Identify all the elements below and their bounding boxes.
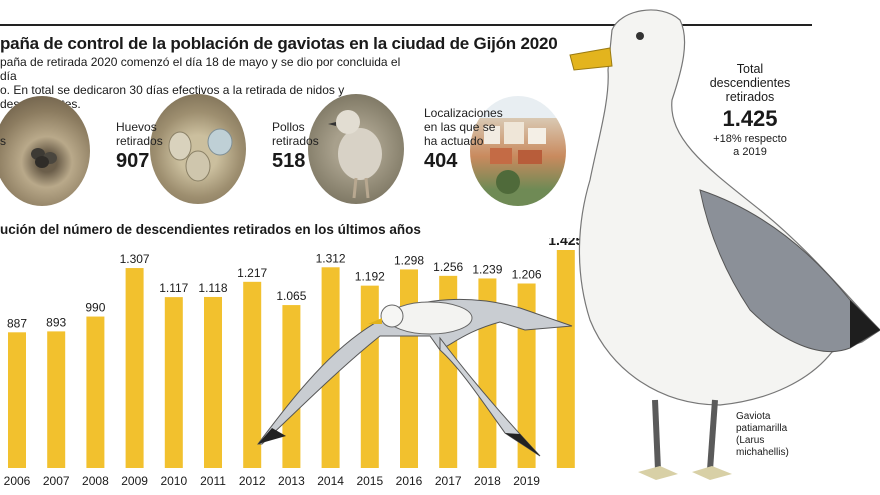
stat-chicks-label-2: retirados — [272, 134, 319, 148]
bar-2015 — [360, 285, 379, 468]
category-label: 2017 — [435, 474, 462, 488]
value-label: 1.312 — [316, 251, 346, 265]
stat-locations-value: 404 — [424, 150, 458, 172]
total-value: 1.425 — [722, 106, 778, 131]
value-label: 1.425 — [548, 238, 583, 248]
species-line-3: (Larus — [736, 435, 765, 446]
category-label: 2012 — [239, 474, 266, 488]
total-change-1: +18% respecto — [713, 133, 787, 145]
city-photo — [470, 96, 566, 206]
stat-eggs-label-1: Huevos — [116, 120, 157, 134]
stat-fragment: s — [0, 134, 6, 148]
bar-2011 — [204, 296, 222, 468]
category-label: 2019 — [513, 474, 540, 488]
chicks-photo — [308, 94, 404, 204]
category-label: 2016 — [396, 474, 423, 488]
value-label: 1.117 — [159, 281, 188, 295]
value-label: 1.118 — [198, 281, 227, 295]
stat-locations-label-2: en las que se — [424, 120, 496, 134]
category-label: 2006 — [4, 474, 31, 488]
category-label: 2009 — [121, 474, 148, 488]
chart-title: ución del número de descendientes retira… — [0, 222, 421, 237]
category-label: 2014 — [317, 474, 344, 488]
stat-chicks-value: 518 — [272, 150, 306, 172]
total-change-2: a 2019 — [733, 146, 767, 158]
species-line-2: patiamarilla — [736, 423, 788, 434]
bar-2006 — [8, 332, 26, 468]
category-label: 2007 — [43, 474, 70, 488]
stat-fragment-label: s — [0, 134, 6, 148]
stat-locations-label-3: ha actuado — [424, 134, 484, 148]
bar-2016 — [400, 269, 418, 468]
stat-eggs-value: 907 — [116, 150, 150, 172]
stat-locations-label-1: Localizaciones — [424, 106, 503, 120]
value-label: 1.217 — [237, 266, 267, 280]
total-label-1: Total — [736, 62, 764, 76]
bar-2010 — [164, 297, 183, 468]
bar-2012 — [243, 281, 262, 468]
eggs-photo — [150, 94, 246, 204]
category-label: 2011 — [200, 474, 226, 488]
value-label: 893 — [46, 315, 66, 329]
intro-line-1: paña de retirada 2020 comenzó el día 18 … — [0, 55, 401, 83]
flying-gull-illustration — [256, 298, 573, 457]
category-label: 2013 — [278, 474, 305, 488]
stat-locations: Localizaciones en las que se ha actuado … — [424, 106, 503, 172]
page-title: paña de control de la población de gavio… — [0, 34, 558, 53]
value-label: 1.206 — [512, 268, 542, 282]
category-label: 2010 — [160, 474, 187, 488]
value-label: 1.192 — [355, 270, 385, 284]
bar-2013 — [282, 305, 301, 468]
stat-eggs-label-2: retirados — [116, 134, 163, 148]
chart-bars: 887 2006 893 2007 990 2008 1.307 2009 1.117 2010 1… — [4, 238, 584, 488]
category-label: 2018 — [474, 474, 501, 488]
value-label: 1.256 — [433, 260, 463, 274]
species-line-4: michahellis) — [736, 447, 789, 458]
stat-chicks: Pollos retirados 518 — [272, 120, 319, 172]
total-label-2: descendientes — [709, 76, 791, 90]
value-label: 887 — [7, 316, 27, 330]
value-label: 990 — [85, 301, 105, 315]
stat-eggs: Huevos retirados 907 — [116, 120, 163, 172]
species-caption: Gaviota patiamarilla (Larus michahellis) — [736, 411, 789, 459]
value-label: 1.298 — [394, 253, 424, 267]
bar-latest — [556, 250, 575, 468]
species-line-1: Gaviota — [736, 411, 771, 422]
bar-2009 — [125, 268, 144, 468]
value-label: 1.239 — [472, 262, 502, 276]
value-label: 1.065 — [276, 289, 306, 303]
category-label: 2008 — [82, 474, 109, 488]
bar-2008 — [86, 316, 105, 468]
stat-chicks-label-1: Pollos — [272, 120, 305, 134]
value-label: 1.307 — [120, 252, 150, 266]
top-rule — [0, 24, 812, 26]
nest-photo-1 — [0, 96, 90, 206]
total-box: Total descendientes retirados 1.425 +18%… — [690, 62, 810, 159]
category-label: 2015 — [356, 474, 383, 488]
bar-chart: 887 2006 893 2007 990 2008 1.307 2009 1.117 2010 1… — [4, 238, 584, 488]
standing-gull-illustration — [569, 9, 880, 480]
total-label-3: retirados — [725, 90, 775, 104]
bar-2007 — [47, 331, 66, 468]
